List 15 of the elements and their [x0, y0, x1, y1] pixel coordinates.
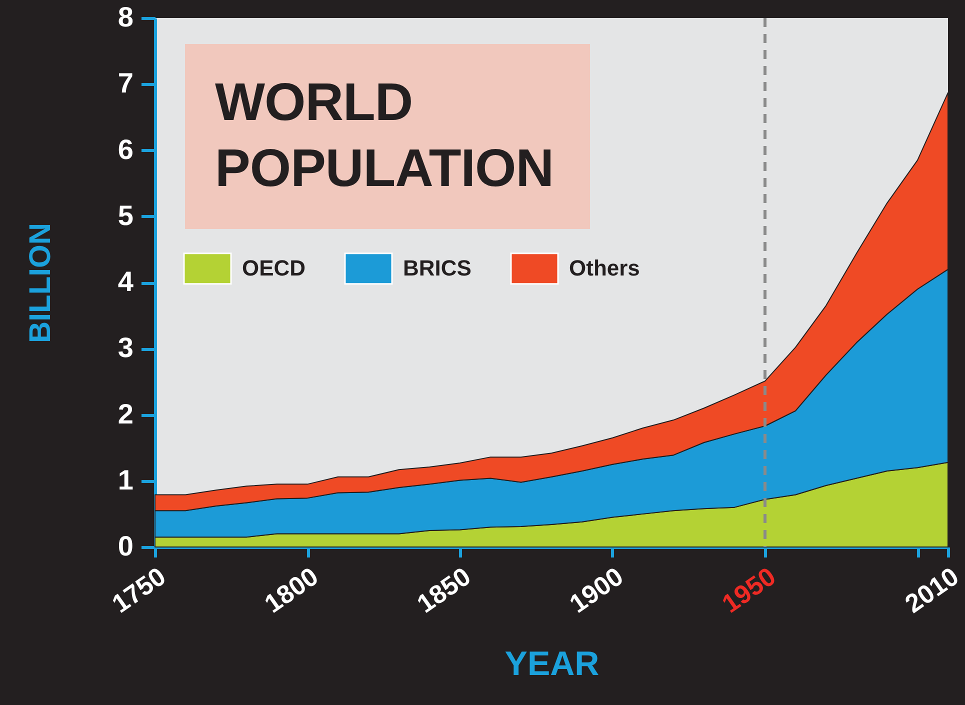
legend-label: BRICS [403, 256, 472, 281]
y-tick-label: 6 [118, 134, 134, 165]
y-tick-label: 2 [118, 398, 134, 430]
legend-label: OECD [242, 256, 306, 281]
y-tick-label: 7 [118, 68, 134, 99]
legend-label: Others [569, 256, 640, 281]
y-tick-label: 5 [118, 200, 134, 231]
y-tick-label: 0 [118, 530, 134, 562]
y-tick-label: 1 [118, 464, 134, 496]
y-axis-title: BILLION [24, 223, 57, 343]
y-tick-label: 8 [118, 2, 134, 32]
y-tick-label: 4 [118, 266, 134, 297]
y-tick-label: 3 [118, 332, 134, 364]
x-axis-title: YEAR [504, 644, 600, 683]
title-panel: WORLD POPULATION [185, 44, 590, 229]
